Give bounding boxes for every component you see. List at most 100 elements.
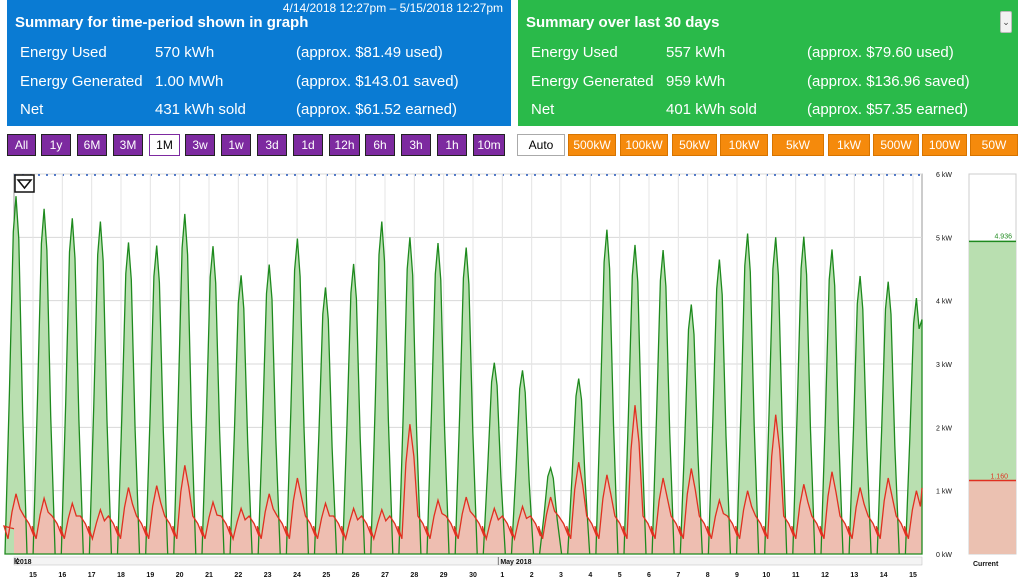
time-range-button-1y[interactable]: 1y	[41, 134, 71, 156]
x-tick-label: 15	[29, 572, 37, 579]
x-tick-label: 24	[293, 572, 301, 579]
chevron-down-icon: ⌄	[1002, 17, 1010, 27]
x-tick-label: 4	[588, 572, 592, 579]
x-tick-label: 27	[381, 572, 389, 579]
last30-summary-panel: Summary over last 30 days ⌄ Energy Used …	[518, 0, 1018, 126]
chart-menu-button[interactable]	[14, 174, 35, 193]
x-tick-label: 5	[618, 572, 622, 579]
x-tick-label: 2	[530, 572, 534, 579]
x-tick-label: 23	[264, 572, 272, 579]
scale-button-100w[interactable]: 100W	[922, 134, 967, 156]
current-used-bar	[969, 480, 1016, 554]
scale-button-auto[interactable]: Auto	[517, 134, 565, 156]
row-label: Net	[20, 101, 44, 118]
time-range-button-1w[interactable]: 1w	[221, 134, 251, 156]
net-row: Net 431 kWh sold (approx. $61.52 earned)	[7, 101, 511, 121]
time-range-button-all[interactable]: All	[7, 134, 36, 156]
period-summary-title: Summary for time-period shown in graph	[15, 14, 309, 31]
net-row: Net 401 kWh sold (approx. $57.35 earned)	[518, 101, 1018, 121]
y-tick-label: 6 kW	[936, 172, 952, 179]
row-label: Net	[531, 101, 555, 118]
y-tick-label: 5 kW	[936, 235, 952, 242]
x-tick-label: 6	[647, 572, 651, 579]
row-value: 431 kWh sold	[155, 101, 246, 118]
row-label: Energy Used	[531, 44, 618, 61]
time-range-button-1d[interactable]: 1d	[293, 134, 323, 156]
current-used-value: 1.160	[990, 474, 1008, 481]
x-tick-label: 14	[880, 572, 888, 579]
row-cost: (approx. $81.49 used)	[296, 44, 443, 61]
x-tick-label: 30	[469, 572, 477, 579]
scale-button-100kw[interactable]: 100kW	[620, 134, 668, 156]
row-value: 570 kWh	[155, 44, 215, 61]
row-label: Energy Used	[20, 44, 107, 61]
scale-button-10kw[interactable]: 10kW	[720, 134, 768, 156]
date-range-label: 4/14/2018 12:27pm – 5/15/2018 12:27pm	[282, 1, 503, 15]
x-tick-label: 22	[234, 572, 242, 579]
x-tick-label: 21	[205, 572, 213, 579]
current-label: Current	[973, 561, 999, 568]
used-line	[3, 405, 923, 542]
row-label: Energy Generated	[531, 73, 654, 90]
x-scrollbar[interactable]	[13, 556, 923, 566]
y-tick-label: 1 kW	[936, 489, 952, 496]
row-cost: (approx. $136.96 saved)	[807, 73, 970, 90]
time-range-button-10m[interactable]: 10m	[473, 134, 505, 156]
y-tick-label: 3 kW	[936, 362, 952, 369]
time-range-button-1h[interactable]: 1h	[437, 134, 467, 156]
time-range-button-3h[interactable]: 3h	[401, 134, 431, 156]
scale-button-50w[interactable]: 50W	[970, 134, 1018, 156]
time-range-button-3m[interactable]: 3M	[113, 134, 143, 156]
used-area	[4, 405, 922, 554]
period-summary-panel: 4/14/2018 12:27pm – 5/15/2018 12:27pm Su…	[7, 0, 511, 126]
generated-area	[5, 196, 922, 554]
scale-button-1kw[interactable]: 1kW	[828, 134, 870, 156]
energy-generated-row: Energy Generated 1.00 MWh (approx. $143.…	[7, 73, 511, 93]
row-value: 959 kWh	[666, 73, 726, 90]
row-cost: (approx. $57.35 earned)	[807, 101, 968, 118]
x-tick-label: 20	[176, 572, 184, 579]
row-value: 401 kWh sold	[666, 101, 757, 118]
x-tick-label: 16	[58, 572, 66, 579]
power-chart[interactable]: 6 kW 5 kW 4 kW 3 kW 2 kW 1 kW 0 kW 4.936 1.160 Cu…	[0, 166, 1024, 582]
x-tick-label: 8	[706, 572, 710, 579]
x-tick-label: 18	[117, 572, 125, 579]
energy-used-row: Energy Used 570 kWh (approx. $81.49 used…	[7, 44, 511, 64]
row-cost: (approx. $79.60 used)	[807, 44, 954, 61]
energy-used-row: Energy Used 557 kWh (approx. $79.60 used…	[518, 44, 1018, 64]
row-value: 1.00 MWh	[155, 73, 224, 90]
scale-button-50kw[interactable]: 50kW	[672, 134, 717, 156]
time-range-button-3d[interactable]: 3d	[257, 134, 287, 156]
x-tick-label: 25	[322, 572, 330, 579]
energy-generated-row: Energy Generated 959 kWh (approx. $136.9…	[518, 73, 1018, 93]
row-cost: (approx. $143.01 saved)	[296, 73, 459, 90]
x-axis-start-label: 2018	[16, 559, 32, 566]
x-tick-label: 10	[762, 572, 770, 579]
scale-button-500kw[interactable]: 500kW	[568, 134, 616, 156]
x-tick-label: 28	[410, 572, 418, 579]
scale-button-500w[interactable]: 500W	[873, 134, 919, 156]
x-tick-label: 29	[440, 572, 448, 579]
time-range-button-3w[interactable]: 3w	[185, 134, 215, 156]
x-tick-label: 13	[850, 572, 858, 579]
x-tick-label: 12	[821, 572, 829, 579]
time-range-button-6h[interactable]: 6h	[365, 134, 395, 156]
scale-button-5kw[interactable]: 5kW	[772, 134, 824, 156]
chevron-down-icon	[16, 179, 33, 190]
x-tick-label: 3	[559, 572, 563, 579]
time-range-button-1m[interactable]: 1M	[149, 134, 180, 156]
time-range-button-12h[interactable]: 12h	[329, 134, 360, 156]
row-label: Energy Generated	[20, 73, 143, 90]
current-generated-value: 4.936	[994, 233, 1012, 240]
x-tick-label: 1	[500, 572, 504, 579]
x-tick-label: 26	[352, 572, 360, 579]
x-tick-label: 7	[676, 572, 680, 579]
row-value: 557 kWh	[666, 44, 726, 61]
scroll-left-icon[interactable]	[14, 557, 19, 565]
time-range-button-6m[interactable]: 6M	[77, 134, 107, 156]
x-tick-label: 11	[792, 572, 800, 579]
x-tick-label: 19	[146, 572, 154, 579]
summary-period-dropdown[interactable]: ⌄	[1000, 11, 1012, 33]
x-axis-month-label: May 2018	[500, 559, 531, 566]
